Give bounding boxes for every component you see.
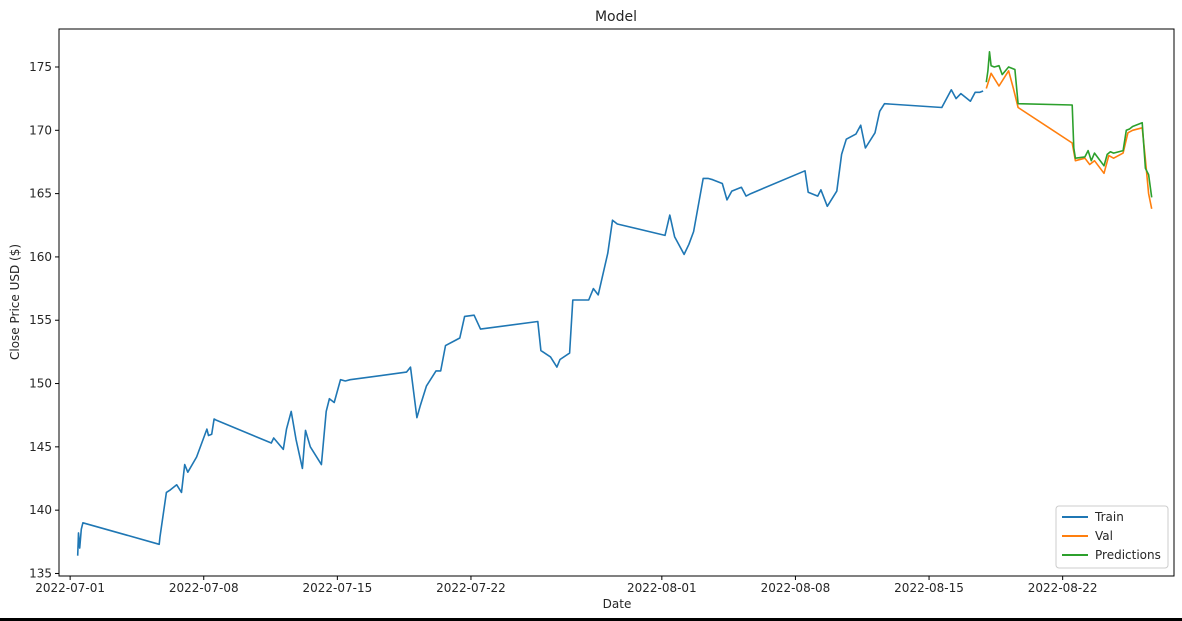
series-line-predictions (985, 50, 1153, 198)
x-tick-label: 2022-08-08 (761, 581, 831, 595)
y-tick-label: 170 (29, 123, 52, 137)
x-tick-label: 2022-07-22 (436, 581, 506, 595)
y-axis: 135 140 145 150 155 160 165 170 175 (29, 60, 59, 580)
y-tick-label: 145 (29, 440, 52, 454)
legend-label-train: Train (1094, 510, 1124, 524)
legend-label-val: Val (1095, 529, 1113, 543)
x-tick-label: 2022-08-01 (627, 581, 697, 595)
series-line-train (76, 89, 984, 556)
legend-box (1055, 505, 1169, 569)
legend: Train Val Predictions (1055, 505, 1169, 569)
y-tick-label: 160 (29, 250, 52, 264)
chart-title: Model (595, 9, 637, 25)
x-tick-label: 2022-07-15 (302, 581, 372, 595)
y-tick-label: 155 (29, 313, 52, 327)
x-tick-label: 2022-08-15 (894, 581, 964, 595)
x-axis-label: Date (603, 597, 632, 611)
x-axis: 2022-07-01 2022-07-08 2022-07-15 2022-07-22… (35, 576, 1098, 595)
legend-label-predictions: Predictions (1095, 548, 1161, 562)
y-tick-label: 135 (29, 566, 52, 580)
y-tick-label: 165 (29, 187, 52, 201)
x-tick-label: 2022-07-01 (35, 581, 105, 595)
plot-area (76, 50, 1153, 556)
plot-frame (58, 28, 1175, 577)
y-tick-label: 150 (29, 377, 52, 391)
series-line-val (985, 70, 1153, 209)
y-tick-label: 140 (29, 503, 52, 517)
y-tick-label: 175 (29, 60, 52, 74)
bottom-border (0, 618, 1182, 621)
x-tick-label: 2022-08-22 (1028, 581, 1098, 595)
y-axis-label: Close Price USD ($) (8, 244, 22, 360)
x-tick-label: 2022-07-08 (169, 581, 239, 595)
